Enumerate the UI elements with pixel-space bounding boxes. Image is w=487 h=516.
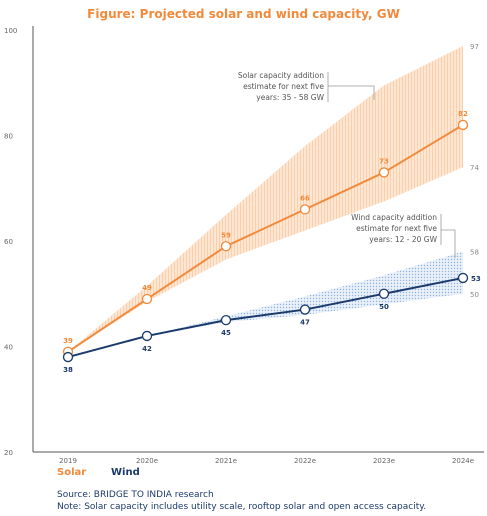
solar-annotation-line: estimate for next five [243,82,324,91]
legend-solar: Solar [57,467,87,478]
solar-point [220,241,232,252]
wind-point [457,272,469,284]
y-tick-label: 80 [4,133,13,141]
solar-band-high-label: 97 [470,43,479,51]
footnote: Note: Solar capacity includes utility sc… [57,502,427,512]
solar-point [378,167,390,178]
solar-line [67,124,464,353]
wind-point [220,314,232,326]
solar-annotation-line: years: 35 - 58 GW [256,93,324,102]
wind-annotation-leader [441,229,456,258]
wind-data-label: 45 [221,329,231,337]
wind-annotation-line: years: 12 - 20 GW [369,235,437,244]
solar-band-low-label: 74 [470,164,479,172]
solar-point [457,119,469,131]
solar-point [141,293,153,305]
solar-data-label: 82 [458,110,468,118]
y-tick-label: 20 [4,449,13,457]
x-tick-label: 2021e [215,457,237,465]
x-tick-label: 2020e [136,457,158,465]
wind-data-label: 50 [379,303,389,311]
wind-band-low-label: 50 [470,291,479,299]
wind-data-label: 47 [300,319,310,327]
solar-range-band [68,45,463,352]
x-tick-label: 2019 [59,457,77,465]
source-note: Source: BRIDGE TO INDIA research [57,490,214,500]
wind-point [378,288,390,299]
wind-point [62,351,74,363]
wind-point [141,330,153,342]
wind-range-band [68,251,463,358]
wind-line [67,276,464,359]
solar-annotation-line: Solar capacity addition [238,71,324,80]
solar-data-label: 66 [300,194,310,202]
chart-title: Figure: Projected solar and wind capacit… [87,7,400,21]
x-tick-label: 2024e [452,457,474,465]
wind-annotation-line: estimate for next five [356,224,437,233]
x-tick-label: 2023e [373,457,395,465]
wind-data-label: 38 [63,366,73,374]
wind-point [299,304,311,315]
y-tick-label: 100 [4,27,17,35]
solar-data-label: 59 [221,231,231,239]
solar-data-label: 73 [379,157,389,165]
solar-point [299,204,311,215]
legend-wind: Wind [111,467,140,478]
y-tick-label: 40 [4,344,13,352]
wind-annotation-line: Wind capacity addition [351,213,437,222]
wind-data-label: 53 [471,275,481,283]
wind-band-high-label: 58 [470,249,479,257]
solar-data-label: 39 [63,337,73,345]
wind-data-label: 42 [142,345,152,353]
solar-annotation-leader [328,85,375,100]
y-tick-label: 60 [4,238,13,246]
solar-data-label: 49 [142,284,152,292]
x-tick-label: 2022e [294,457,316,465]
